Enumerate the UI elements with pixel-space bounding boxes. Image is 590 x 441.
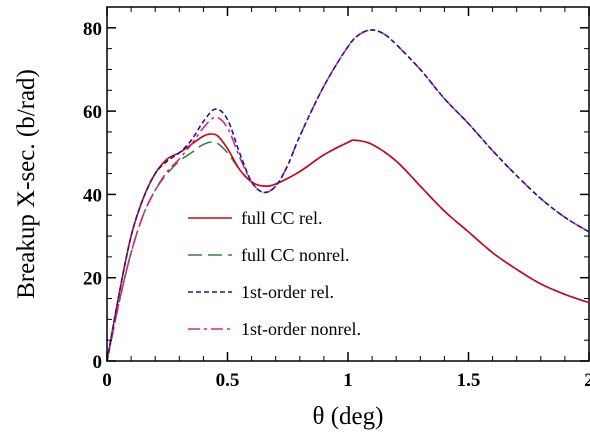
legend-label-3: 1st-order nonrel. bbox=[241, 319, 361, 339]
y-tick-label: 60 bbox=[83, 102, 102, 123]
series-layer bbox=[106, 29, 590, 362]
series-line-0 bbox=[106, 133, 590, 362]
series-line-3 bbox=[106, 29, 590, 362]
x-tick-label: 0 bbox=[102, 370, 112, 391]
series-line-2 bbox=[106, 29, 590, 362]
x-axis-title: θ (deg) bbox=[313, 403, 384, 430]
plot-frame bbox=[106, 6, 590, 362]
x-tick-label: 0.5 bbox=[216, 370, 240, 391]
legend: full CC rel. full CC nonrel. 1st-order rel… bbox=[188, 208, 361, 339]
x-tick-label: 2 bbox=[584, 370, 590, 391]
legend-label-2: 1st-order rel. bbox=[241, 282, 334, 302]
x-tick-label: 1.5 bbox=[457, 370, 481, 391]
y-tick-label: 80 bbox=[83, 19, 102, 40]
x-tick-label: 1 bbox=[343, 370, 353, 391]
legend-label-1: full CC nonrel. bbox=[241, 245, 350, 265]
y-tick-label: 20 bbox=[83, 269, 102, 290]
legend-label-0: full CC rel. bbox=[241, 208, 323, 228]
y-tick-label: 0 bbox=[93, 352, 103, 373]
y-tick-label: 40 bbox=[83, 185, 102, 206]
y-axis-title: Breakup X-sec. (b/rad) bbox=[13, 69, 40, 299]
